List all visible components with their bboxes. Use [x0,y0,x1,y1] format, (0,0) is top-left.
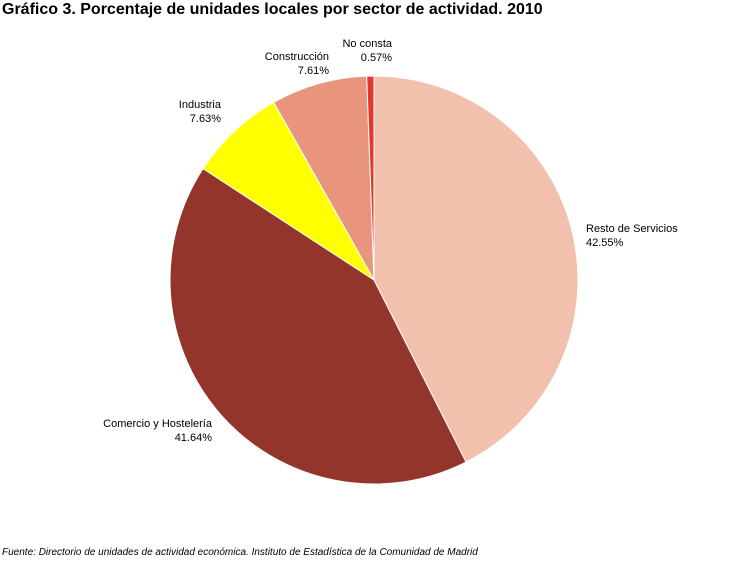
slice-category-label: Comercio y Hostelería [103,418,213,430]
pie-slice-construccion [273,75,375,281]
slice-label-comercio-y-hosteleria: Comercio y Hostelería 41.64% [103,418,213,444]
slice-category-label: No consta [342,38,392,50]
pie-labels: Resto de Servicios 42.55% Comercio y Hoste… [103,38,678,444]
pie-slice-resto-de-servicios [373,75,579,463]
slice-value-label: 7.61% [298,65,329,77]
slice-label-no-consta: No consta 0.57% [342,38,392,64]
slice-category-label: Resto de Servicios [586,223,678,235]
slice-category-label: Industria [179,99,222,111]
slice-category-label: Construcción [265,51,329,63]
chart-title: Gráfico 3. Porcentaje de unidades locale… [2,1,543,18]
source-note: Fuente: Directorio de unidades de activi… [2,547,478,558]
slice-value-label: 42.55% [586,237,624,249]
pie-slice-no-consta [366,75,375,281]
pie-slice-comercio-y-hosteleria [169,167,467,485]
pie-slices [169,75,579,485]
slice-value-label: 0.57% [361,52,392,64]
pie-slice-industria [202,101,375,281]
slice-label-construccion: Construcción 7.61% [265,51,329,77]
pie-chart: Resto de Servicios 42.55% Comercio y Hoste… [103,38,678,485]
slice-label-industria: Industria 7.63% [179,99,222,125]
slice-value-label: 7.63% [190,113,221,125]
slice-value-label: 41.64% [175,432,213,444]
slice-label-resto-de-servicios: Resto de Servicios 42.55% [586,223,678,249]
